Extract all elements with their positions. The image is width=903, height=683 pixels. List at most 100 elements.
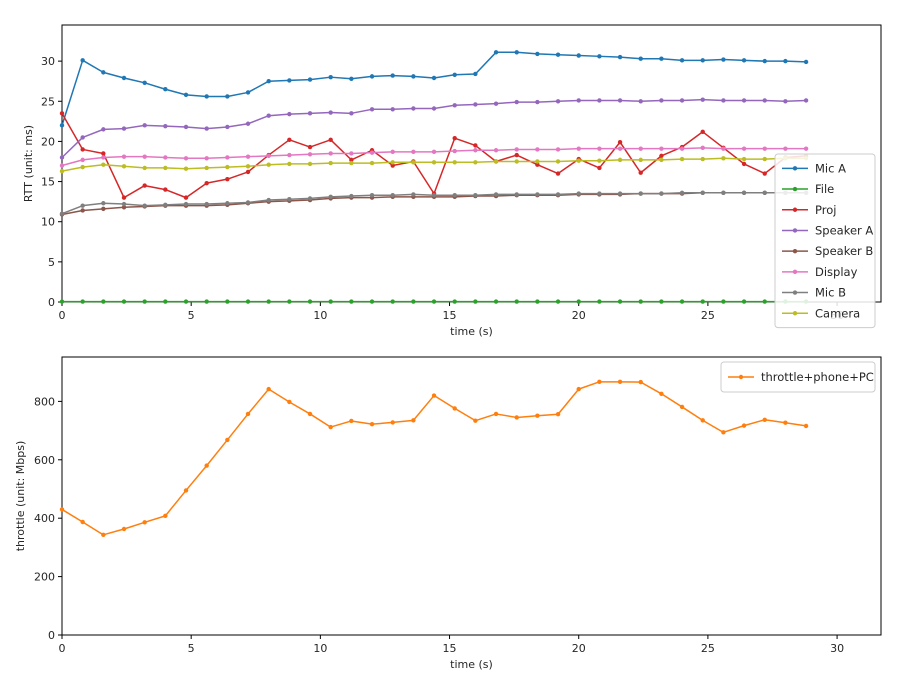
data-point [163, 299, 168, 304]
data-point [204, 299, 209, 304]
data-point [741, 423, 747, 428]
legend-label: Camera [815, 306, 860, 320]
data-point [493, 411, 499, 417]
data-point [555, 99, 561, 104]
data-point [803, 423, 809, 429]
data-point [783, 58, 788, 64]
x-tick-label: 30 [830, 642, 844, 655]
data-point [431, 393, 437, 398]
x-tick-label: 0 [59, 642, 66, 655]
data-point [638, 379, 643, 385]
data-point [328, 194, 333, 200]
series-speaker-a [59, 97, 809, 160]
data-point [721, 299, 726, 304]
legend-label: Proj [815, 203, 836, 217]
data-point [204, 156, 209, 161]
data-point [659, 299, 664, 304]
data-point [183, 488, 189, 493]
data-point [576, 299, 581, 304]
data-point [617, 140, 623, 145]
data-point [307, 299, 313, 304]
data-point [700, 145, 705, 151]
data-point [225, 176, 230, 182]
legend: throttle+phone+PC [720, 361, 876, 393]
data-point [121, 526, 127, 532]
data-point [266, 197, 271, 203]
data-point [741, 58, 747, 63]
data-point [679, 190, 685, 196]
data-point [349, 76, 354, 81]
data-point [514, 50, 519, 55]
data-point [287, 78, 292, 83]
data-point [493, 148, 499, 153]
data-point [762, 417, 767, 422]
data-point [659, 157, 664, 163]
data-point [535, 192, 540, 197]
data-point [121, 154, 127, 159]
data-point [803, 98, 809, 103]
data-point [617, 157, 623, 163]
series-throttle-phone-pc [59, 379, 809, 538]
data-point [80, 58, 85, 63]
data-point [390, 107, 395, 112]
data-point [101, 201, 106, 206]
legend-label: Speaker B [815, 244, 873, 258]
data-point [245, 90, 251, 95]
data-point [225, 437, 230, 443]
data-point [721, 98, 726, 103]
data-point [204, 201, 209, 207]
data-point [80, 157, 85, 163]
data-point [245, 299, 251, 304]
data-point [638, 299, 643, 304]
legend-entry-file: File [782, 182, 834, 196]
data-point [369, 299, 375, 304]
data-point [659, 98, 664, 103]
data-point [307, 161, 313, 167]
legend-marker [792, 166, 798, 171]
data-point [576, 191, 581, 196]
data-point [121, 126, 127, 131]
data-point [225, 94, 230, 99]
data-point [452, 103, 457, 108]
data-point [576, 53, 581, 58]
data-point [555, 52, 561, 57]
x-tick-label: 5 [188, 309, 195, 322]
data-point [659, 391, 664, 396]
data-point [700, 418, 705, 423]
data-point [59, 163, 65, 168]
data-point [555, 412, 561, 417]
y-tick-label: 600 [34, 454, 55, 467]
data-point [638, 191, 643, 196]
data-point [721, 156, 726, 161]
data-point [721, 430, 726, 435]
data-point [597, 158, 602, 163]
data-point [514, 147, 519, 152]
legend-entry-proj: Proj [782, 203, 836, 217]
data-point [679, 156, 685, 162]
legend-marker [792, 186, 798, 192]
data-point [59, 123, 65, 128]
y-axis-label: throttle (unit: Mbps) [14, 441, 27, 552]
data-point [762, 146, 767, 151]
plot-frame [61, 24, 882, 303]
data-point [741, 190, 747, 196]
legend-entry-throttle-phone-pc: throttle+phone+PC [728, 370, 874, 384]
legend-marker [792, 269, 798, 275]
data-point [59, 299, 65, 304]
legend-entry-mic-b: Mic B [782, 286, 846, 300]
x-tick-label: 20 [572, 309, 586, 322]
data-point [473, 143, 478, 148]
data-point [762, 58, 767, 64]
data-point [349, 111, 354, 116]
data-point [638, 99, 643, 104]
data-point [328, 151, 333, 156]
data-point [493, 159, 499, 164]
data-point [473, 71, 478, 77]
data-point [142, 203, 147, 208]
data-point [225, 155, 230, 160]
data-point [473, 148, 478, 153]
data-point [700, 97, 705, 102]
data-point [473, 102, 478, 107]
data-point [700, 190, 705, 196]
data-point [411, 160, 416, 165]
